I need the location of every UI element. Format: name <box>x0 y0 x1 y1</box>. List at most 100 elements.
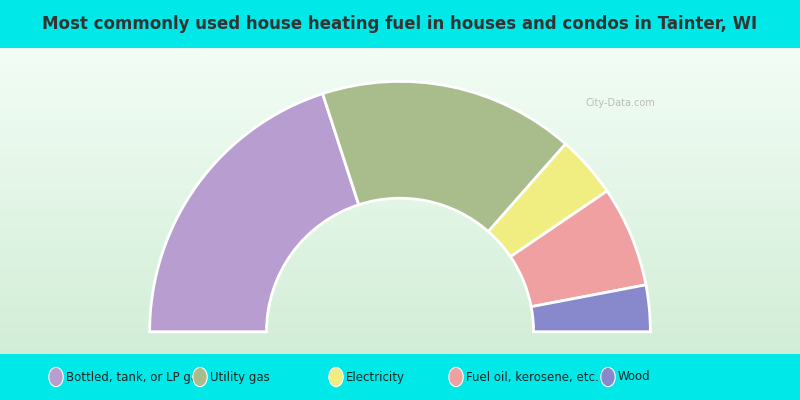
Bar <box>0 268 800 269</box>
Bar <box>0 99 800 100</box>
Bar <box>0 112 800 113</box>
Bar <box>0 210 800 211</box>
Bar <box>0 151 800 152</box>
Bar <box>0 208 800 209</box>
Bar <box>0 266 800 267</box>
Bar <box>0 111 800 112</box>
Bar <box>0 250 800 251</box>
Bar <box>0 242 800 243</box>
Bar <box>0 240 800 241</box>
Bar <box>0 302 800 303</box>
Bar <box>0 351 800 352</box>
Bar <box>0 197 800 198</box>
Bar <box>0 342 800 343</box>
Bar <box>0 238 800 239</box>
Bar <box>0 76 800 78</box>
Bar <box>0 285 800 286</box>
Bar <box>0 217 800 218</box>
Text: Most commonly used house heating fuel in houses and condos in Tainter, WI: Most commonly used house heating fuel in… <box>42 15 758 33</box>
Bar <box>0 83 800 84</box>
Bar <box>0 244 800 245</box>
Bar <box>0 248 800 249</box>
Bar <box>0 278 800 280</box>
Bar <box>0 165 800 166</box>
Wedge shape <box>150 94 358 332</box>
Bar <box>0 104 800 105</box>
Bar <box>0 353 800 354</box>
Bar <box>0 124 800 126</box>
Bar <box>0 343 800 344</box>
Bar <box>0 159 800 160</box>
Bar <box>0 247 800 248</box>
Bar <box>0 214 800 215</box>
Bar <box>0 180 800 181</box>
Bar <box>0 168 800 169</box>
Bar <box>0 237 800 238</box>
Bar <box>0 212 800 213</box>
Bar <box>0 132 800 133</box>
Bar <box>0 297 800 298</box>
Bar <box>0 202 800 203</box>
Bar <box>0 141 800 142</box>
Ellipse shape <box>49 367 63 387</box>
Bar <box>0 68 800 70</box>
Bar <box>0 59 800 60</box>
Bar <box>0 305 800 306</box>
Bar <box>0 88 800 89</box>
Bar <box>0 287 800 288</box>
Bar <box>0 134 800 135</box>
Bar <box>0 286 800 287</box>
Bar <box>0 95 800 96</box>
Bar <box>0 155 800 156</box>
Ellipse shape <box>193 367 207 387</box>
Bar <box>0 191 800 192</box>
Bar <box>0 131 800 132</box>
Bar <box>0 156 800 157</box>
Bar <box>0 245 800 246</box>
Bar <box>0 239 800 240</box>
Bar <box>0 312 800 313</box>
Bar <box>0 190 800 191</box>
Bar <box>0 301 800 302</box>
Bar <box>0 270 800 271</box>
Text: Wood: Wood <box>618 370 650 384</box>
Bar <box>0 265 800 266</box>
Bar <box>0 317 800 318</box>
Bar <box>0 53 800 54</box>
Bar <box>0 226 800 228</box>
Bar <box>0 213 800 214</box>
Bar <box>0 130 800 131</box>
Bar <box>0 218 800 219</box>
Ellipse shape <box>601 367 615 387</box>
Ellipse shape <box>449 367 463 387</box>
Wedge shape <box>488 144 607 257</box>
Bar <box>0 85 800 86</box>
Bar <box>0 196 800 197</box>
Bar <box>0 249 800 250</box>
Bar <box>0 174 800 176</box>
Bar <box>0 282 800 284</box>
Bar <box>0 139 800 140</box>
Bar <box>0 262 800 263</box>
Bar <box>0 272 800 274</box>
Bar <box>0 136 800 137</box>
Bar <box>0 216 800 217</box>
Bar <box>0 110 800 111</box>
Bar <box>0 201 800 202</box>
Bar <box>0 257 800 258</box>
Bar <box>0 62 800 63</box>
Bar <box>0 176 800 178</box>
Bar <box>0 219 800 220</box>
Bar <box>0 330 800 332</box>
Bar <box>0 274 800 276</box>
Bar <box>0 263 800 264</box>
Bar <box>0 128 800 130</box>
Bar <box>0 349 800 350</box>
Bar <box>0 206 800 207</box>
Bar <box>0 60 800 61</box>
Bar <box>0 234 800 235</box>
Bar <box>0 51 800 52</box>
Bar <box>0 107 800 108</box>
Bar <box>0 81 800 82</box>
Bar <box>0 172 800 174</box>
